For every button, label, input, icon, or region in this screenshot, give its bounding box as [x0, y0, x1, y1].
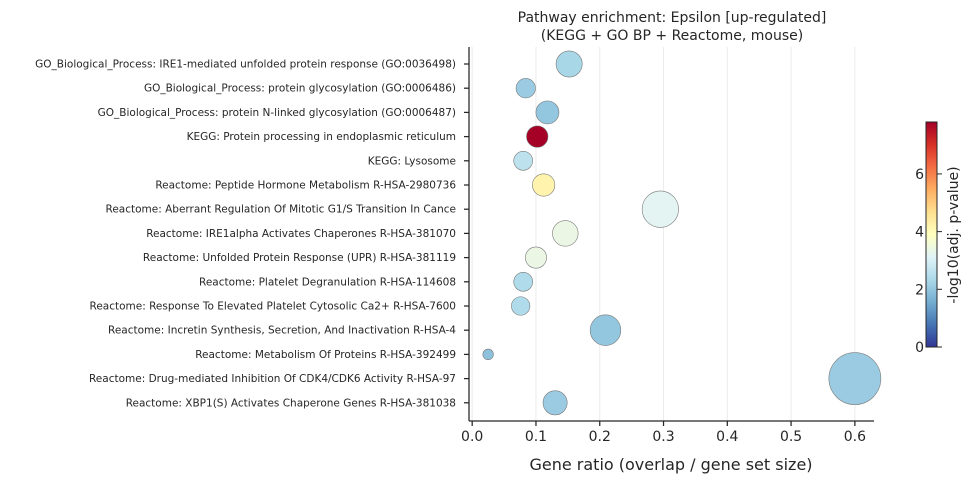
chart-subtitle: (KEGG + GO BP + Reactome, mouse) [541, 28, 803, 44]
colorbar-tick-label: 4 [915, 225, 924, 241]
y-tick-label: Reactome: Aberrant Regulation Of Mitotic… [106, 204, 456, 216]
data-point [552, 220, 579, 247]
y-tick-label: GO_Biological_Process: protein glycosyla… [144, 83, 456, 95]
x-tick-label: 0.2 [589, 429, 611, 445]
grid-lines [471, 47, 856, 421]
data-point [525, 246, 547, 269]
x-tick-label: 0.6 [844, 429, 866, 445]
y-tick-label: Reactome: IRE1alpha Activates Chaperones… [146, 228, 456, 240]
y-tick-label: GO_Biological_Process: IRE1-mediated unf… [35, 59, 456, 71]
x-tick-label: 0.1 [525, 429, 547, 445]
x-tick-label: 0.4 [716, 429, 738, 445]
data-point [482, 348, 494, 361]
colorbar-tick-label: 0 [915, 340, 924, 356]
x-ticks: 0.0 0.1 0.2 0.3 0.4 0.5 0.6 [461, 421, 866, 445]
data-point [641, 190, 679, 228]
x-axis-label: Gene ratio (overlap / gene set size) [529, 455, 812, 474]
data-point [526, 125, 549, 148]
colorbar-gradient [925, 121, 938, 348]
data-point [532, 173, 556, 197]
data-point [589, 314, 622, 346]
y-tick-label: Reactome: Unfolded Protein Response (UPR… [143, 252, 456, 264]
x-tick-label: 0.3 [652, 429, 674, 445]
x-tick-label: 0.0 [461, 429, 483, 445]
colorbar-tick-label: 2 [915, 282, 924, 298]
y-tick-label: Reactome: XBP1(S) Activates Chaperone Ge… [126, 397, 456, 409]
chart-title: Pathway enrichment: Epsilon [up-regulate… [518, 10, 827, 26]
y-tick-label: Reactome: Platelet Degranulation R-HSA-1… [199, 276, 456, 288]
data-point [513, 272, 534, 292]
data-point [542, 390, 568, 416]
points-layer [482, 50, 882, 416]
x-tick-label: 0.5 [780, 429, 802, 445]
data-point [511, 296, 531, 316]
data-point [555, 50, 583, 78]
y-tick-label: Reactome: Drug-mediated Inhibition Of CD… [89, 373, 456, 385]
y-tick-label: KEGG: Lysosome [368, 155, 456, 167]
y-tick-label: KEGG: Protein processing in endoplasmic … [187, 131, 456, 143]
y-tick-label: Reactome: Response To Elevated Platelet … [90, 301, 456, 313]
y-tick-label: GO_Biological_Process: protein N-linked … [98, 107, 456, 119]
y-tick-label: Reactome: Peptide Hormone Metabolism R-H… [155, 180, 456, 192]
data-point [535, 100, 560, 125]
colorbar-ticks: 0 2 4 6 [915, 167, 942, 356]
data-point [513, 151, 534, 171]
data-point [828, 352, 882, 405]
colorbar: 0 2 4 6 -log10(adj. p-value) [915, 121, 962, 356]
y-ticks: GO_Biological_Process: IRE1-mediated unf… [35, 59, 469, 409]
data-point [515, 78, 536, 99]
colorbar-tick-label: 6 [915, 167, 924, 183]
colorbar-label: -log10(adj. p-value) [946, 166, 962, 303]
y-tick-label: Reactome: Metabolism Of Proteins R-HSA-3… [195, 349, 456, 361]
y-tick-label: Reactome: Incretin Synthesis, Secretion,… [108, 325, 456, 337]
